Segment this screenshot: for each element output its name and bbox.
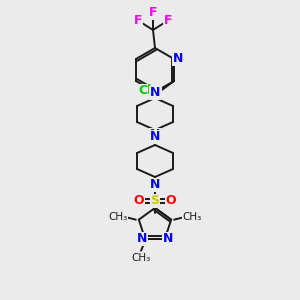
Text: N: N — [163, 232, 173, 245]
Text: N: N — [150, 130, 160, 143]
Text: N: N — [150, 178, 160, 191]
Text: O: O — [166, 194, 176, 208]
Text: F: F — [164, 14, 172, 26]
Text: N: N — [151, 85, 161, 98]
Text: F: F — [134, 14, 142, 26]
Text: CH₃: CH₃ — [182, 212, 202, 222]
Text: CH₃: CH₃ — [108, 212, 128, 222]
Text: F: F — [149, 7, 157, 20]
Text: CH₃: CH₃ — [131, 253, 151, 263]
Text: O: O — [134, 194, 144, 208]
Text: S: S — [151, 194, 160, 208]
Text: N: N — [173, 52, 183, 65]
Text: N: N — [150, 86, 160, 100]
Text: N: N — [137, 232, 147, 245]
Text: Cl: Cl — [138, 85, 152, 98]
Text: N: N — [150, 128, 160, 142]
